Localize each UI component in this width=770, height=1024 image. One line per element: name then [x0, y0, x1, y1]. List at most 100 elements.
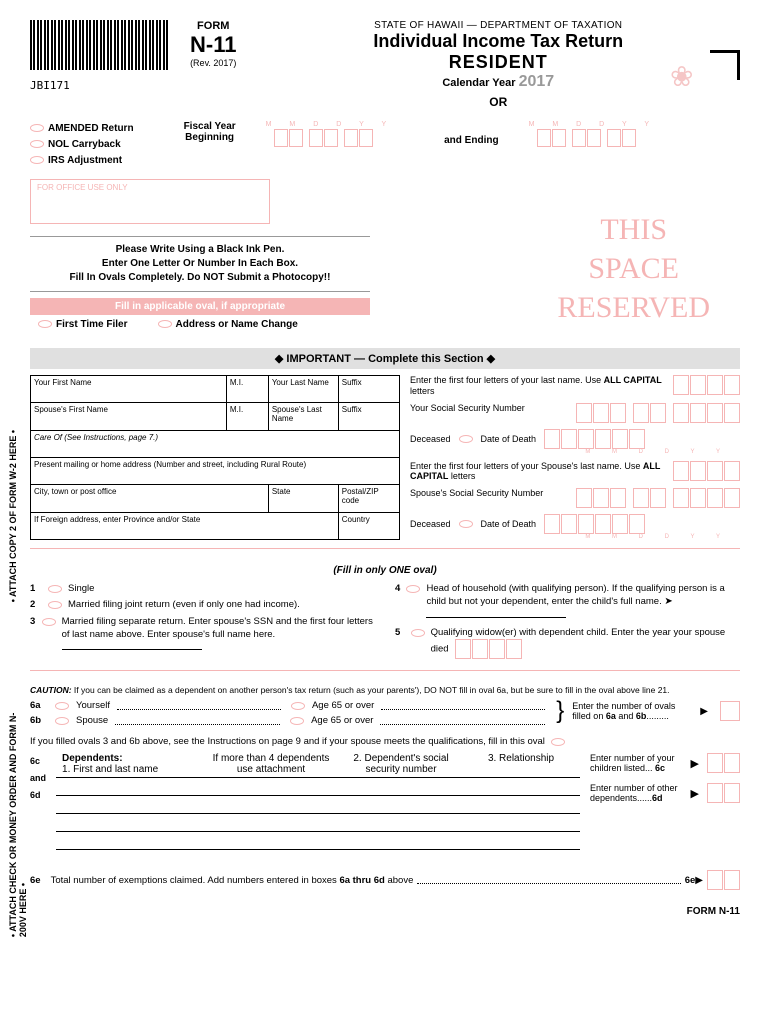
cell-state[interactable]: State: [268, 485, 338, 512]
num-6a: 6a: [30, 700, 48, 711]
cell-sp-mi[interactable]: M.I.: [226, 403, 268, 430]
num-6c: 6c: [30, 753, 46, 770]
filing-num-4: 4: [395, 582, 400, 595]
right-column: Enter the first four letters of your las…: [410, 375, 740, 540]
amend-checkboxes: AMENDED Return NOL Carryback IRS Adjustm…: [30, 121, 134, 169]
addr-change-oval[interactable]: [158, 320, 172, 328]
cell-care-of[interactable]: Care Of (See Instructions, page 7.): [31, 430, 400, 457]
deceased-sp-label: Deceased: [410, 519, 451, 529]
oval-6a-yourself[interactable]: [55, 702, 69, 710]
filing-oval-2[interactable]: [48, 601, 62, 609]
dependents-section: 6c and 6d Dependents:1. First and last n…: [30, 753, 740, 850]
filing-oval-5[interactable]: [411, 629, 425, 637]
first-time-oval[interactable]: [38, 320, 52, 328]
total-end-label: 6e: [685, 875, 696, 886]
amended-label: AMENDED Return: [48, 123, 134, 134]
filing-text-1: Single: [68, 582, 94, 595]
date-box[interactable]: [622, 129, 636, 147]
cell-sp-last[interactable]: Spouse's Last Name: [268, 403, 338, 430]
spouse-name-line[interactable]: [62, 649, 202, 650]
cal-year-label: Calendar Year: [442, 77, 515, 89]
cell-suffix[interactable]: Suffix: [338, 376, 399, 403]
cell-country[interactable]: Country: [338, 512, 399, 539]
filing-oval-1[interactable]: [48, 585, 62, 593]
filled-3-6b-note: If you filled ovals 3 and 6b above, see …: [30, 736, 740, 747]
filing-num-2: 2: [30, 598, 42, 611]
oval-6b-spouse[interactable]: [55, 717, 69, 725]
dod-label: Date of Death: [481, 434, 537, 444]
diamond-icon: ◆: [487, 352, 495, 365]
important-bar: ◆ IMPORTANT — Complete this Section ◆: [30, 348, 740, 369]
four-letter-boxes-you[interactable]: [673, 375, 740, 395]
children-count-boxes[interactable]: [707, 753, 740, 773]
instructions-box: Please Write Using a Black Ink Pen. Ente…: [30, 236, 370, 292]
cell-city[interactable]: City, town or post office: [31, 485, 269, 512]
date-box[interactable]: [572, 129, 586, 147]
side-attach-check: • ATTACH CHECK OR MONEY ORDER AND FORM N…: [8, 700, 28, 937]
filing-oval-3[interactable]: [42, 618, 56, 626]
ssn-sp-boxes[interactable]: [576, 488, 740, 508]
fill-oval-bar: Fill in applicable oval, if appropriate: [30, 298, 370, 315]
date-box[interactable]: [587, 129, 601, 147]
ssn-you-boxes[interactable]: [576, 403, 740, 423]
irs-oval[interactable]: [30, 156, 44, 164]
date-box[interactable]: [289, 129, 303, 147]
deceased-sp-oval[interactable]: [459, 520, 473, 528]
dep-row[interactable]: [56, 796, 580, 814]
date-box[interactable]: [309, 129, 323, 147]
date-box[interactable]: [324, 129, 338, 147]
oval-6b-age65[interactable]: [290, 717, 304, 725]
ending-label: and Ending: [444, 135, 498, 169]
date-box[interactable]: [344, 129, 358, 147]
amended-oval[interactable]: [30, 124, 44, 132]
dep-row[interactable]: [56, 832, 580, 850]
filing-oval-4[interactable]: [406, 585, 420, 593]
cell-foreign[interactable]: If Foreign address, enter Province and/o…: [31, 512, 339, 539]
deceased-you-oval[interactable]: [459, 435, 473, 443]
date-box[interactable]: [274, 129, 288, 147]
age65-label: Age 65 or over: [312, 700, 374, 711]
mmddyy-label2: M M D D Y Y: [529, 121, 657, 128]
date-box[interactable]: [537, 129, 551, 147]
fiscal-label2: Beginning: [184, 132, 236, 143]
cell-sp-suffix[interactable]: Suffix: [338, 403, 399, 430]
cell-mi[interactable]: M.I.: [226, 376, 268, 403]
other-dep-count-boxes[interactable]: [707, 783, 740, 803]
dep-row[interactable]: [56, 814, 580, 832]
total-exemptions-line: 6e Total number of exemptions claimed. A…: [30, 870, 740, 890]
qualifications-oval[interactable]: [551, 738, 565, 746]
total-exemptions-boxes[interactable]: [707, 870, 740, 890]
mmddyy-small: M M D D Y Y: [410, 449, 740, 455]
cell-zip[interactable]: Postal/ZIP code: [338, 485, 399, 512]
ssn-you-label: Your Social Security Number: [410, 403, 568, 414]
brace-icon: }: [556, 705, 564, 717]
filled3-text: If you filled ovals 3 and 6b above, see …: [30, 736, 545, 747]
filing-text-4: Head of household (with qualifying perso…: [426, 582, 740, 623]
filing-left-col: 1Single 2Married filing joint return (ev…: [30, 582, 375, 662]
first-time-label: First Time Filer: [56, 319, 128, 330]
header-center: STATE OF HAWAII — DEPARTMENT OF TAXATION…: [256, 20, 740, 109]
enter-ovals-text: Enter the number of ovals filled on 6a a…: [572, 701, 692, 721]
nol-oval[interactable]: [30, 140, 44, 148]
dod-you-boxes[interactable]: [544, 429, 645, 449]
dep-row[interactable]: [56, 778, 580, 796]
cell-mailing[interactable]: Present mailing or home address (Number …: [31, 458, 400, 485]
date-box[interactable]: [359, 129, 373, 147]
date-box[interactable]: [607, 129, 621, 147]
footer-form-label: FORM N-11: [30, 906, 740, 917]
instr-l2: Enter One Letter Or Number In Each Box.: [30, 257, 370, 271]
name-address-table: Your First Name M.I. Your Last Name Suff…: [30, 375, 400, 540]
cell-last-name[interactable]: Your Last Name: [268, 376, 338, 403]
oval-6a-age65[interactable]: [291, 702, 305, 710]
dod-sp-boxes[interactable]: [544, 514, 645, 534]
four-letter-boxes-sp[interactable]: [673, 461, 740, 481]
death-year-boxes[interactable]: [455, 639, 522, 659]
cell-first-name[interactable]: Your First Name: [31, 376, 227, 403]
mmddyy-small2: M M D D Y Y: [410, 534, 740, 540]
child-name-line[interactable]: [426, 617, 566, 618]
filing-text-3: Married filing separate return. Enter sp…: [62, 615, 375, 655]
deceased-sp-row: Deceased Date of Death: [410, 514, 740, 534]
cell-sp-first[interactable]: Spouse's First Name: [31, 403, 227, 430]
ovals-count-box[interactable]: [720, 701, 740, 721]
date-box[interactable]: [552, 129, 566, 147]
